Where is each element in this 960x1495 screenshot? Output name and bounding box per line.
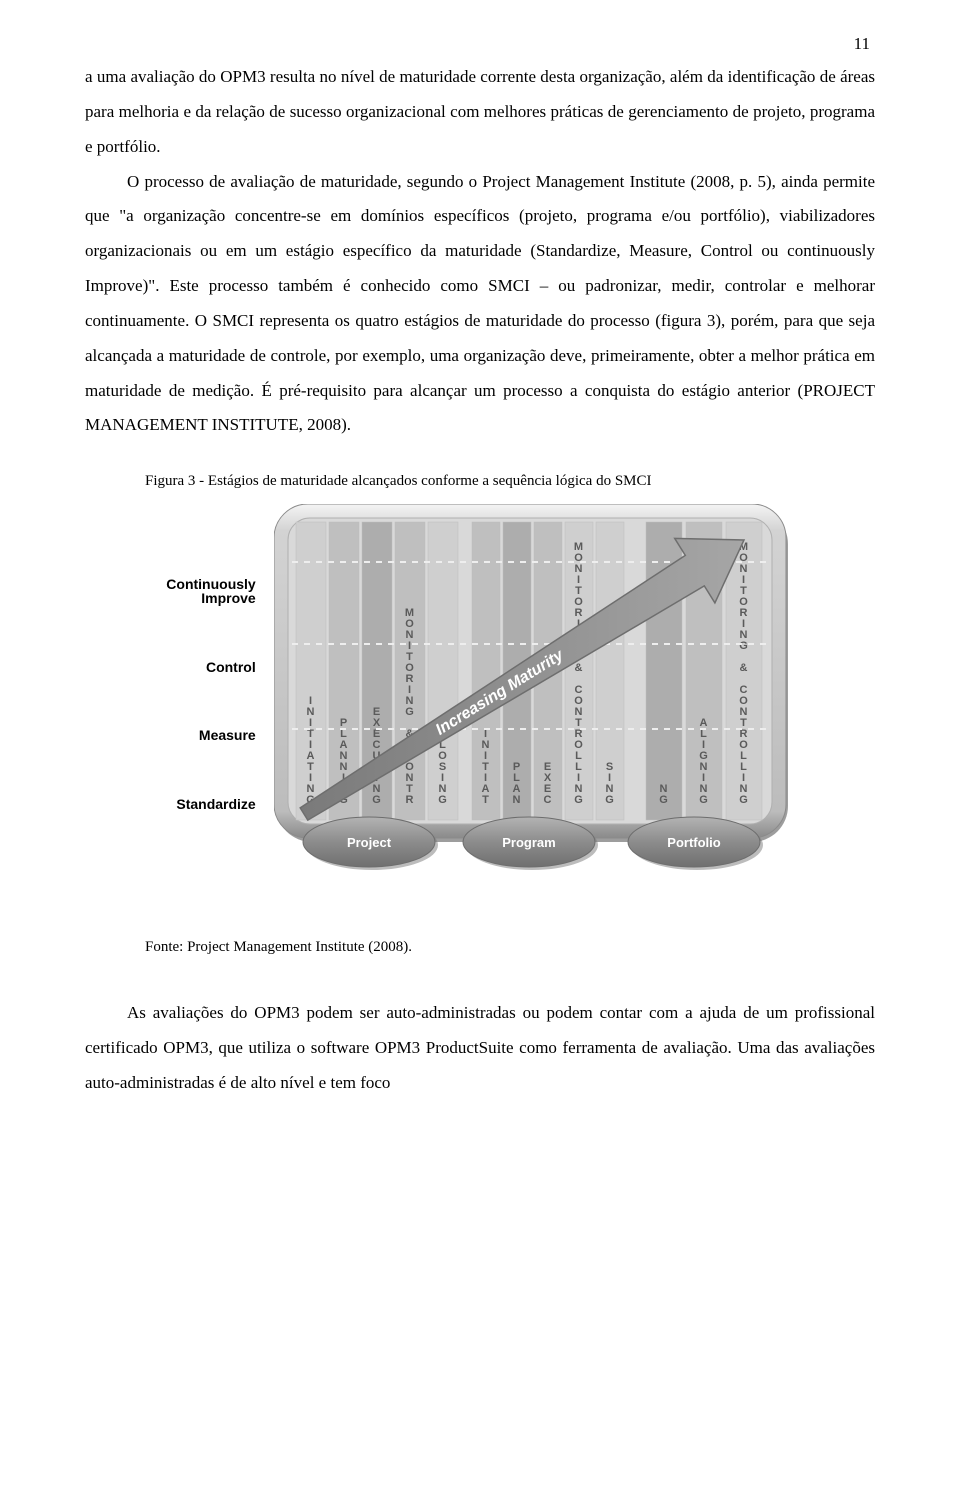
svg-text:ALIGNING: ALIGNING [699, 717, 709, 806]
figure-outer: ContinuouslyImprove Control Measure Stan… [166, 504, 793, 909]
paragraph-3-text: As avaliações do OPM3 podem ser auto-adm… [85, 1003, 875, 1092]
body-paragraph-3: As avaliações do OPM3 podem ser auto-adm… [85, 996, 875, 1101]
svg-text:INITIAT: INITIAT [481, 728, 490, 806]
y-label-0a: ContinuouslyImprove [166, 576, 255, 607]
y-label-control: Control [166, 659, 255, 675]
body-paragraph-2: O processo de avaliação de maturidade, s… [85, 165, 875, 444]
paragraph-2-text: O processo de avaliação de maturidade, s… [85, 172, 875, 435]
paragraph-1-text: a uma avaliação do OPM3 resulta no nível… [85, 67, 875, 156]
figure-caption: Figura 3 - Estágios de maturidade alcanç… [85, 473, 875, 490]
svg-text:Program: Program [502, 835, 555, 850]
svg-text:NG: NG [659, 783, 669, 806]
figure-y-axis-labels: ContinuouslyImprove Control Measure Stan… [166, 547, 273, 867]
y-label-measure: Measure [166, 727, 255, 743]
svg-text:SING: SING [605, 761, 615, 806]
svg-text:INITIATING: INITIATING [306, 695, 316, 806]
svg-text:MONITORING & CONTR: MONITORING & CONTR [405, 607, 415, 806]
svg-text:Project: Project [347, 835, 392, 850]
figure-source: Fonte: Project Management Institute (200… [85, 939, 875, 956]
figure-container: ContinuouslyImprove Control Measure Stan… [85, 504, 875, 909]
svg-text:Portfolio: Portfolio [667, 835, 720, 850]
smci-diagram: INITIATINGPLANNINGEXECUTINGMONITORING & … [274, 504, 794, 909]
domain-ellipses: Project Program Portfolio [303, 817, 763, 870]
y-label-standardize: Standardize [166, 796, 255, 812]
page-number: 11 [854, 34, 870, 54]
svg-text:PLAN: PLAN [512, 761, 521, 806]
y-label-continuously-improve: ContinuouslyImprove [166, 577, 255, 606]
body-paragraph-1: a uma avaliação do OPM3 resulta no nível… [85, 60, 875, 165]
page: 11 a uma avaliação do OPM3 resulta no ní… [0, 0, 960, 1495]
svg-text:EXEC: EXEC [543, 761, 552, 806]
